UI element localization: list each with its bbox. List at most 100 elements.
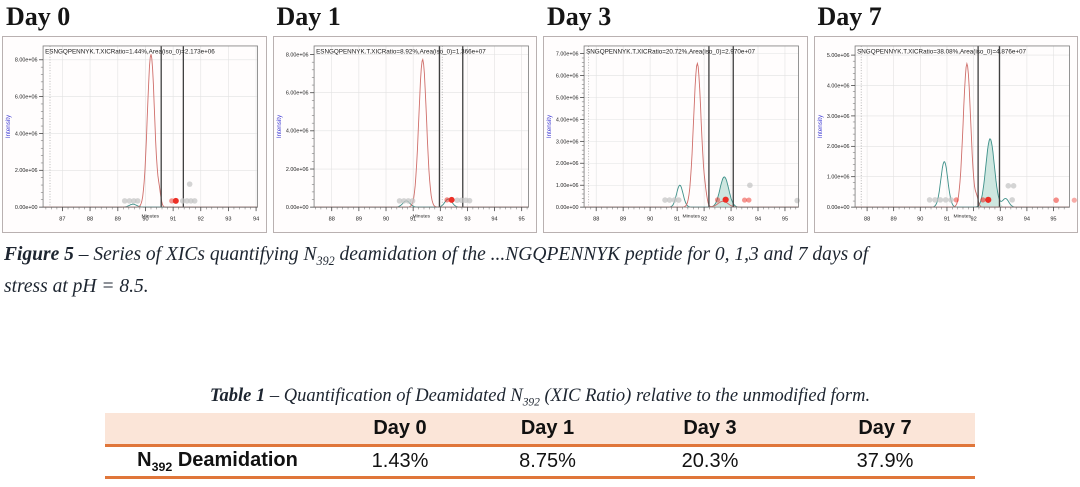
svg-text:90: 90: [917, 217, 923, 223]
svg-text:2.00e+06: 2.00e+06: [285, 167, 308, 173]
svg-text:3.00e+06: 3.00e+06: [556, 139, 579, 145]
svg-text:ESNGQPENNYK.T.XICRatio=8.92%,A: ESNGQPENNYK.T.XICRatio=8.92%,Area(iso_0)…: [316, 48, 486, 55]
svg-text:87: 87: [59, 217, 65, 223]
svg-text:Minutes: Minutes: [142, 214, 160, 220]
svg-text:90: 90: [382, 217, 388, 223]
svg-text:92: 92: [437, 217, 443, 223]
svg-text:6.00e+06: 6.00e+06: [285, 91, 308, 97]
svg-text:5.00e+06: 5.00e+06: [826, 53, 849, 59]
panel-day3: Day 3 0.00e+00 1.00e+06 2.00e+06 3.00e+06 4.…: [543, 0, 808, 233]
value-day1: 8.75%: [470, 445, 625, 479]
svg-text:Minutes: Minutes: [953, 214, 971, 220]
table-title-text-1: – Quantification of Deamidated N: [265, 386, 523, 406]
caption-text-1: – Series of XICs quantifying N: [73, 244, 317, 265]
figure-label: Figure 5: [4, 244, 74, 265]
col-header-day0: Day 0: [330, 412, 470, 447]
svg-text:93: 93: [997, 217, 1003, 223]
svg-text:88: 88: [593, 217, 599, 223]
day0-xic-plot: 0.00e+00 2.00e+06 4.00e+06 6.00e+06 8.00e+06…: [5, 45, 259, 223]
svg-text:93: 93: [728, 217, 734, 223]
col-header-day1: Day 1: [470, 412, 625, 447]
row-label-text-2: Deamidation: [172, 448, 298, 471]
svg-text:90: 90: [647, 217, 653, 223]
row-label-subscript: 392: [151, 459, 173, 474]
caption-subscript: 392: [316, 253, 335, 268]
day0-xic-chart: 0.00e+00 2.00e+06 4.00e+06 6.00e+06 8.00e+06…: [2, 36, 267, 233]
svg-text:0.00e+00: 0.00e+00: [826, 205, 849, 211]
panel-day0: Day 0 0.00e+00 2.00e+06 4.00e+06 6.00e+06 8.…: [2, 0, 267, 233]
col-header-day7: Day 7: [795, 412, 975, 447]
svg-text:92: 92: [970, 217, 976, 223]
svg-text:SNGQPENNYK.T.XICRatio=38.08%,A: SNGQPENNYK.T.XICRatio=38.08%,Area(iso_0)…: [857, 48, 1026, 55]
svg-text:0.00e+00: 0.00e+00: [15, 205, 38, 211]
table1-section: Table 1 – Quantification of Deamidated N…: [105, 386, 975, 479]
panel-day7: Day 7 0.00e+00 1.00e+06 2.00e+06 3.00e+06 4.…: [813, 0, 1078, 233]
svg-text:1.00e+06: 1.00e+06: [556, 183, 579, 189]
svg-text:94: 94: [491, 217, 497, 223]
svg-text:Minutes: Minutes: [683, 214, 701, 220]
svg-text:1.00e+06: 1.00e+06: [826, 175, 849, 181]
table-title-text-2: (XIC Ratio) relative to the unmodified f…: [539, 386, 871, 406]
svg-text:91: 91: [410, 217, 416, 223]
svg-text:4.00e+06: 4.00e+06: [285, 129, 308, 135]
svg-text:6.00e+06: 6.00e+06: [15, 94, 38, 100]
svg-text:4.00e+06: 4.00e+06: [556, 117, 579, 123]
svg-text:2.00e+06: 2.00e+06: [556, 161, 579, 167]
day1-xic-plot: 0.00e+00 2.00e+06 4.00e+06 6.00e+06 8.00e+06…: [275, 45, 529, 223]
day7-header: Day 7: [817, 2, 882, 31]
row-label-text: N: [137, 448, 152, 471]
svg-text:89: 89: [620, 217, 626, 223]
day1-header: Day 1: [276, 2, 341, 31]
figure5-caption: Figure 5 – Series of XICs quantifying N3…: [4, 242, 1076, 300]
svg-text:95: 95: [518, 217, 524, 223]
table-title-subscript: 392: [522, 396, 540, 409]
table-label: Table 1: [209, 386, 266, 406]
table-corner-cell: [105, 412, 330, 447]
svg-text:89: 89: [890, 217, 896, 223]
svg-text:92: 92: [198, 217, 204, 223]
svg-text:95: 95: [782, 217, 788, 223]
svg-text:0.00e+00: 0.00e+00: [285, 205, 308, 211]
svg-text:8.00e+06: 8.00e+06: [285, 52, 308, 58]
svg-text:ESNGQPENNYK.T.XICRatio=1.44%,A: ESNGQPENNYK.T.XICRatio=1.44%,Area(iso_0)…: [45, 48, 215, 55]
svg-text:91: 91: [170, 217, 176, 223]
svg-text:2.00e+06: 2.00e+06: [826, 144, 849, 150]
svg-text:88: 88: [87, 217, 93, 223]
day0-header: Day 0: [6, 2, 71, 31]
table1-title: Table 1 – Quantification of Deamidated N…: [105, 386, 975, 409]
svg-text:5.00e+06: 5.00e+06: [556, 95, 579, 101]
svg-text:91: 91: [943, 217, 949, 223]
caption-line2: stress at pH = 8.5.: [4, 275, 149, 297]
table1: Day 0 Day 1 Day 3 Day 7 N392 Deamidation…: [105, 412, 975, 479]
row-label-n392-deamidation: N392 Deamidation: [105, 445, 330, 479]
day1-xic-chart: 0.00e+00 2.00e+06 4.00e+06 6.00e+06 8.00e+06…: [272, 36, 537, 233]
day3-xic-chart: 0.00e+00 1.00e+06 2.00e+06 3.00e+06 4.00e+06…: [543, 36, 808, 233]
svg-text:95: 95: [1050, 217, 1056, 223]
value-day7: 37.9%: [795, 445, 975, 479]
svg-text:0.00e+00: 0.00e+00: [556, 205, 579, 211]
value-day3: 20.3%: [625, 445, 795, 479]
svg-text:94: 94: [1023, 217, 1029, 223]
svg-text:91: 91: [674, 217, 680, 223]
value-day0: 1.43%: [330, 445, 470, 479]
svg-text:89: 89: [115, 217, 121, 223]
svg-text:93: 93: [225, 217, 231, 223]
svg-text:90: 90: [142, 217, 148, 223]
day7-xic-chart: 0.00e+00 1.00e+06 2.00e+06 3.00e+06 4.00e+06…: [813, 36, 1078, 233]
figure5-xic-panels: Day 0 0.00e+00 2.00e+06 4.00e+06 6.00e+06 8.…: [0, 0, 1080, 233]
svg-text:89: 89: [355, 217, 361, 223]
svg-text:88: 88: [863, 217, 869, 223]
svg-text:7.00e+06: 7.00e+06: [556, 52, 579, 58]
svg-text:Intensity: Intensity: [5, 114, 12, 138]
day3-header: Day 3: [547, 2, 612, 31]
svg-text:Minutes: Minutes: [412, 214, 430, 220]
panel-day1: Day 1 0.00e+00 2.00e+06 4.00e+06 6.00e+06 8.…: [272, 0, 537, 233]
svg-text:3.00e+06: 3.00e+06: [826, 114, 849, 120]
table-data-row: N392 Deamidation 1.43% 8.75% 20.3% 37.9%: [105, 445, 975, 479]
svg-text:93: 93: [464, 217, 470, 223]
svg-text:Intensity: Intensity: [816, 114, 823, 138]
table-header-row: Day 0 Day 1 Day 3 Day 7: [105, 412, 975, 447]
svg-text:6.00e+06: 6.00e+06: [556, 74, 579, 80]
svg-text:94: 94: [755, 217, 761, 223]
